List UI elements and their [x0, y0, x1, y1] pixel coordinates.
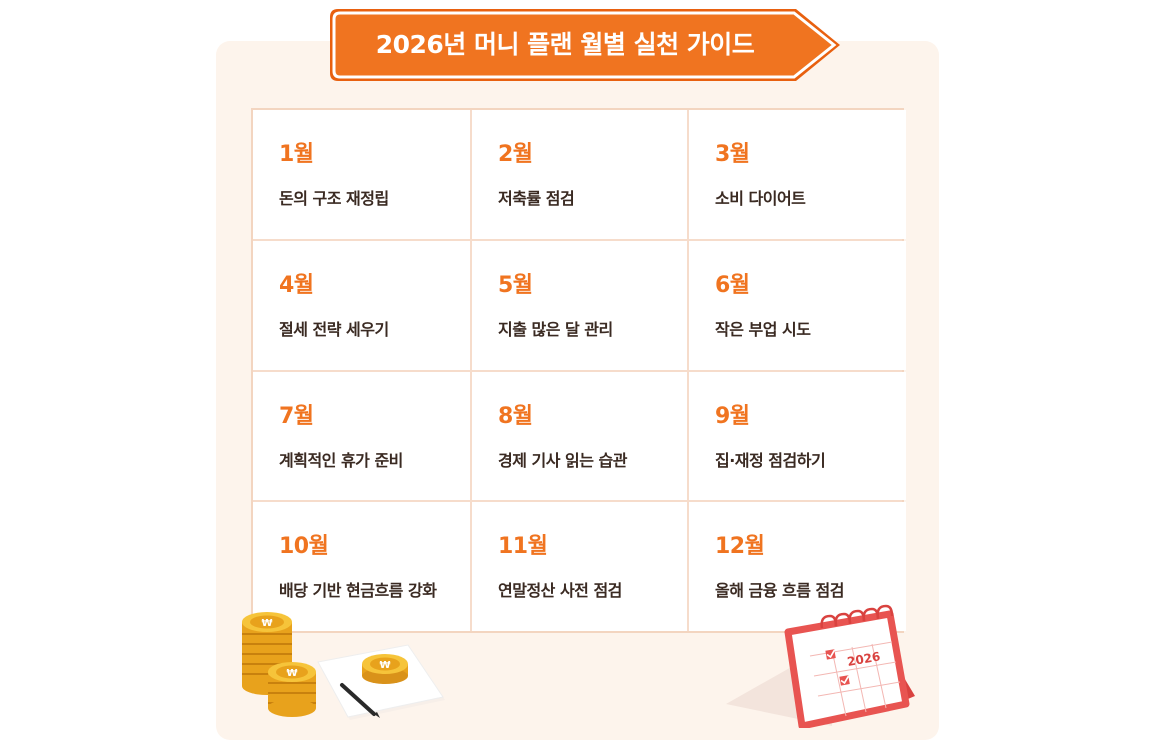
month-task: 절세 전략 세우기	[279, 319, 389, 339]
month-task: 지출 많은 달 관리	[498, 319, 613, 339]
month-task: 올해 금융 흐름 점검	[715, 581, 844, 601]
month-label: 10월	[279, 534, 329, 560]
page-title: 2026년 머니 플랜 월별 실천 가이드	[375, 30, 755, 59]
svg-text:₩: ₩	[286, 668, 297, 679]
desk-calendar-icon: 2026	[726, 604, 915, 728]
month-label: 9월	[715, 403, 750, 429]
month-label: 7월	[279, 403, 314, 429]
won-coin-stack-icon: ₩ ₩ ₩	[242, 612, 408, 717]
month-label: 2월	[498, 142, 533, 167]
month-task: 작은 부업 시도	[715, 319, 811, 339]
month-task: 소비 다이어트	[715, 189, 806, 208]
svg-text:₩: ₩	[261, 618, 272, 629]
month-task: 경제 기사 읽는 습관	[498, 450, 627, 470]
month-task: 저축률 점검	[498, 189, 575, 208]
svg-text:₩: ₩	[379, 660, 390, 671]
month-task: 연말정산 사전 점검	[498, 581, 622, 601]
month-label: 8월	[498, 403, 533, 429]
month-label: 1월	[279, 142, 314, 167]
month-label: 12월	[715, 534, 765, 560]
month-label: 3월	[715, 142, 750, 167]
month-label: 5월	[498, 272, 533, 298]
month-label: 6월	[715, 272, 750, 298]
month-task: 돈의 구조 재정립	[279, 189, 389, 208]
calendar-year: 2026	[846, 649, 881, 669]
month-task: 계획적인 휴가 준비	[279, 450, 403, 470]
month-task: 배당 기반 현금흐름 강화	[279, 581, 437, 601]
month-task: 집·재정 점검하기	[715, 450, 826, 470]
title-banner	[330, 9, 840, 81]
month-label: 11월	[498, 534, 548, 560]
month-label: 4월	[279, 272, 314, 298]
